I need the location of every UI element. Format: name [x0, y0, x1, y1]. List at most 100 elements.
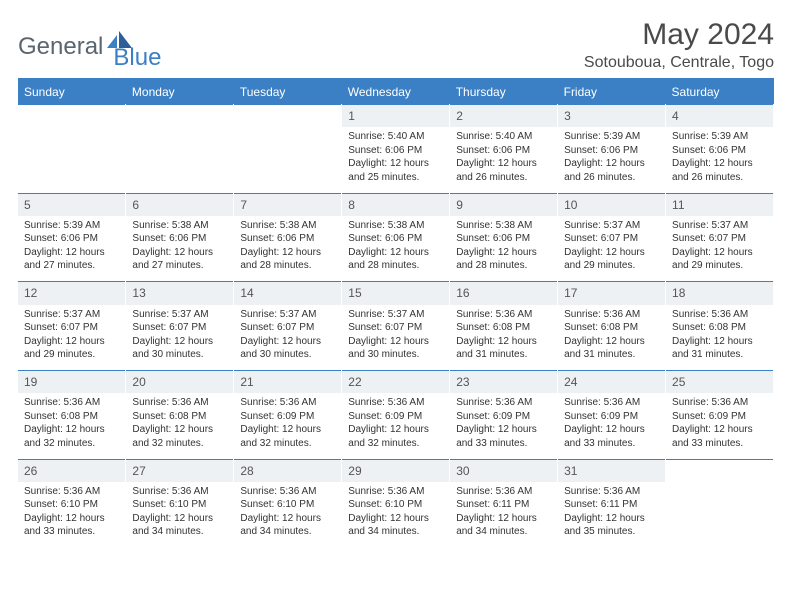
- day-detail-cell: Sunrise: 5:36 AMSunset: 6:08 PMDaylight:…: [450, 305, 558, 371]
- sunset-line: Sunset: 6:09 PM: [456, 410, 551, 424]
- day-detail-cell: Sunrise: 5:36 AMSunset: 6:10 PMDaylight:…: [342, 482, 450, 548]
- daylight-line-1: Daylight: 12 hours: [240, 512, 335, 526]
- day-number-cell: 20: [126, 371, 234, 394]
- day-detail-cell: Sunrise: 5:36 AMSunset: 6:10 PMDaylight:…: [18, 482, 126, 548]
- day-number-cell: 8: [342, 193, 450, 216]
- sunset-line: Sunset: 6:10 PM: [24, 498, 119, 512]
- day-detail-row: Sunrise: 5:37 AMSunset: 6:07 PMDaylight:…: [18, 305, 774, 371]
- daylight-line-1: Daylight: 12 hours: [456, 512, 551, 526]
- sunrise-line: Sunrise: 5:38 AM: [240, 219, 335, 233]
- day-header: Sunday: [18, 79, 126, 105]
- day-number-cell: 4: [666, 105, 774, 128]
- sunset-line: Sunset: 6:11 PM: [564, 498, 659, 512]
- day-number-cell: 21: [234, 371, 342, 394]
- day-detail-row: Sunrise: 5:39 AMSunset: 6:06 PMDaylight:…: [18, 216, 774, 282]
- day-detail-cell: Sunrise: 5:36 AMSunset: 6:10 PMDaylight:…: [234, 482, 342, 548]
- logo-text-blue: Blue: [113, 44, 161, 72]
- day-detail-row: Sunrise: 5:40 AMSunset: 6:06 PMDaylight:…: [18, 127, 774, 193]
- day-header: Saturday: [666, 79, 774, 105]
- day-detail-cell: Sunrise: 5:36 AMSunset: 6:08 PMDaylight:…: [666, 305, 774, 371]
- daylight-line-1: Daylight: 12 hours: [348, 423, 443, 437]
- sunrise-line: Sunrise: 5:36 AM: [672, 396, 767, 410]
- daylight-line-2: and 32 minutes.: [24, 437, 119, 451]
- daylight-line-2: and 27 minutes.: [24, 259, 119, 273]
- sunrise-line: Sunrise: 5:37 AM: [240, 308, 335, 322]
- day-detail-cell: Sunrise: 5:39 AMSunset: 6:06 PMDaylight:…: [666, 127, 774, 193]
- daylight-line-2: and 27 minutes.: [132, 259, 227, 273]
- day-number-cell: 18: [666, 282, 774, 305]
- day-detail-cell: Sunrise: 5:36 AMSunset: 6:10 PMDaylight:…: [126, 482, 234, 548]
- daylight-line-1: Daylight: 12 hours: [564, 246, 659, 260]
- sunrise-line: Sunrise: 5:38 AM: [132, 219, 227, 233]
- sunrise-line: Sunrise: 5:36 AM: [24, 396, 119, 410]
- sunrise-line: Sunrise: 5:37 AM: [132, 308, 227, 322]
- sunset-line: Sunset: 6:07 PM: [24, 321, 119, 335]
- sunset-line: Sunset: 6:06 PM: [348, 144, 443, 158]
- sunrise-line: Sunrise: 5:40 AM: [456, 130, 551, 144]
- day-header: Friday: [558, 79, 666, 105]
- day-detail-cell: Sunrise: 5:36 AMSunset: 6:11 PMDaylight:…: [450, 482, 558, 548]
- daylight-line-1: Daylight: 12 hours: [132, 246, 227, 260]
- day-detail-cell: [126, 127, 234, 193]
- sunset-line: Sunset: 6:08 PM: [672, 321, 767, 335]
- day-detail-cell: Sunrise: 5:36 AMSunset: 6:08 PMDaylight:…: [126, 393, 234, 459]
- sunrise-line: Sunrise: 5:36 AM: [24, 485, 119, 499]
- day-detail-cell: Sunrise: 5:39 AMSunset: 6:06 PMDaylight:…: [558, 127, 666, 193]
- day-number-cell: [666, 459, 774, 482]
- daylight-line-1: Daylight: 12 hours: [24, 512, 119, 526]
- day-number-cell: 28: [234, 459, 342, 482]
- daylight-line-1: Daylight: 12 hours: [132, 512, 227, 526]
- day-number-cell: [234, 105, 342, 128]
- day-number-cell: [126, 105, 234, 128]
- daylight-line-2: and 33 minutes.: [564, 437, 659, 451]
- day-detail-cell: Sunrise: 5:37 AMSunset: 6:07 PMDaylight:…: [234, 305, 342, 371]
- sunset-line: Sunset: 6:09 PM: [240, 410, 335, 424]
- sunrise-line: Sunrise: 5:36 AM: [456, 308, 551, 322]
- day-number-cell: 23: [450, 371, 558, 394]
- sunrise-line: Sunrise: 5:39 AM: [564, 130, 659, 144]
- daylight-line-1: Daylight: 12 hours: [24, 423, 119, 437]
- daylight-line-1: Daylight: 12 hours: [132, 423, 227, 437]
- daylight-line-2: and 28 minutes.: [456, 259, 551, 273]
- sunset-line: Sunset: 6:11 PM: [456, 498, 551, 512]
- daylight-line-1: Daylight: 12 hours: [564, 512, 659, 526]
- daylight-line-1: Daylight: 12 hours: [564, 157, 659, 171]
- location: Sotouboua, Centrale, Togo: [584, 54, 774, 72]
- day-number-cell: [18, 105, 126, 128]
- daylight-line-2: and 29 minutes.: [24, 348, 119, 362]
- sunset-line: Sunset: 6:06 PM: [240, 232, 335, 246]
- day-detail-row: Sunrise: 5:36 AMSunset: 6:08 PMDaylight:…: [18, 393, 774, 459]
- sunset-line: Sunset: 6:10 PM: [132, 498, 227, 512]
- day-number-cell: 11: [666, 193, 774, 216]
- day-number-cell: 29: [342, 459, 450, 482]
- daylight-line-2: and 29 minutes.: [564, 259, 659, 273]
- day-number-cell: 17: [558, 282, 666, 305]
- sunrise-line: Sunrise: 5:36 AM: [564, 308, 659, 322]
- day-detail-cell: Sunrise: 5:37 AMSunset: 6:07 PMDaylight:…: [342, 305, 450, 371]
- sunrise-line: Sunrise: 5:36 AM: [348, 485, 443, 499]
- sunrise-line: Sunrise: 5:36 AM: [348, 396, 443, 410]
- day-number-row: 567891011: [18, 193, 774, 216]
- day-detail-cell: [18, 127, 126, 193]
- daylight-line-2: and 26 minutes.: [456, 171, 551, 185]
- sunrise-line: Sunrise: 5:37 AM: [564, 219, 659, 233]
- day-number-row: 19202122232425: [18, 371, 774, 394]
- sunrise-line: Sunrise: 5:40 AM: [348, 130, 443, 144]
- day-number-row: 12131415161718: [18, 282, 774, 305]
- daylight-line-2: and 31 minutes.: [564, 348, 659, 362]
- day-detail-cell: Sunrise: 5:36 AMSunset: 6:09 PMDaylight:…: [342, 393, 450, 459]
- daylight-line-2: and 34 minutes.: [132, 525, 227, 539]
- daylight-line-1: Daylight: 12 hours: [348, 512, 443, 526]
- day-detail-cell: Sunrise: 5:38 AMSunset: 6:06 PMDaylight:…: [342, 216, 450, 282]
- title-block: May 2024 Sotouboua, Centrale, Togo: [584, 18, 774, 72]
- day-detail-cell: Sunrise: 5:38 AMSunset: 6:06 PMDaylight:…: [234, 216, 342, 282]
- daylight-line-2: and 34 minutes.: [456, 525, 551, 539]
- day-number-cell: 13: [126, 282, 234, 305]
- sunset-line: Sunset: 6:09 PM: [672, 410, 767, 424]
- sunset-line: Sunset: 6:06 PM: [564, 144, 659, 158]
- logo-text-general: General: [18, 33, 103, 61]
- day-number-cell: 3: [558, 105, 666, 128]
- daylight-line-1: Daylight: 12 hours: [672, 423, 767, 437]
- day-detail-cell: Sunrise: 5:36 AMSunset: 6:11 PMDaylight:…: [558, 482, 666, 548]
- day-detail-cell: Sunrise: 5:38 AMSunset: 6:06 PMDaylight:…: [126, 216, 234, 282]
